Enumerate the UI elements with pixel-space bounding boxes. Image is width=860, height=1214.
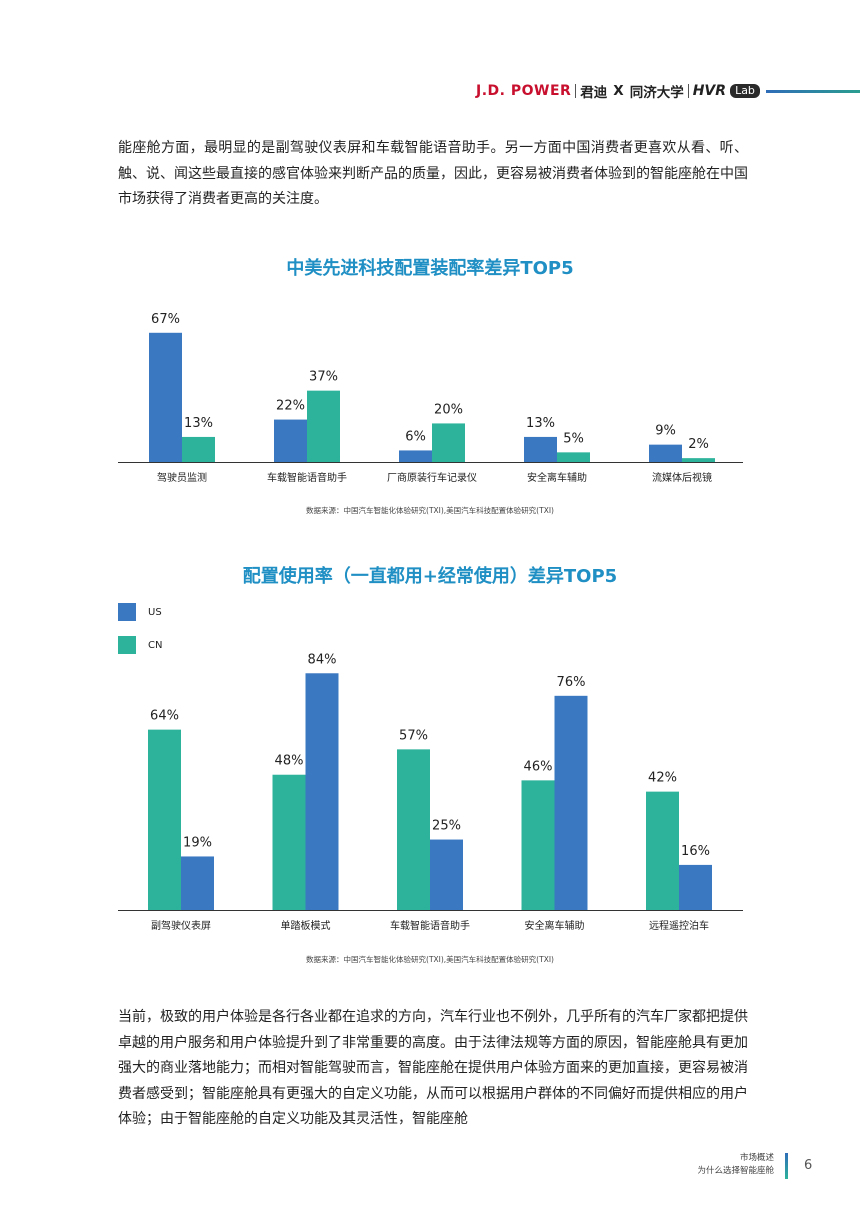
data-label-cn-2: 57%	[399, 728, 428, 743]
bar-us-0	[149, 332, 182, 462]
data-label-cn-0: 64%	[150, 709, 179, 724]
bar-us-1	[274, 419, 307, 462]
category-label-0: 驾驶员监测	[157, 471, 207, 484]
brand-hvr: HVR	[692, 83, 727, 99]
brand-cn: 君迪	[580, 85, 608, 101]
bar-cn-1	[307, 390, 340, 462]
legend-label-us: US	[148, 606, 162, 618]
data-label-us-3: 76%	[557, 675, 586, 690]
data-label-cn-3: 5%	[563, 431, 584, 446]
jd-power-logo: J.D. POWER	[476, 83, 572, 99]
bar-cn-0	[182, 436, 215, 462]
chart2-legend: US CN	[118, 602, 162, 668]
header-accent-line	[766, 90, 860, 93]
data-label-cn-4: 2%	[688, 437, 709, 452]
data-label-cn-0: 13%	[184, 416, 213, 431]
footer-section-title: 市场概述	[739, 1153, 774, 1163]
category-label-1: 单踏板模式	[281, 919, 331, 932]
legend-item-cn: CN	[118, 635, 162, 655]
bar-cn-3	[521, 780, 555, 910]
bar-us-4	[679, 864, 712, 910]
data-label-cn-1: 48%	[275, 754, 304, 769]
brand-divider	[575, 84, 577, 98]
footer-section: 市场概述 为什么选择智能座舱	[697, 1152, 774, 1178]
legend-swatch-cn	[118, 636, 136, 654]
data-label-us-4: 16%	[681, 844, 710, 859]
brand-logo: J.D. POWER 君迪 X 同济大学 HVR Lab	[476, 80, 760, 102]
chart2-svg: 64% 19% 副驾驶仪表屏 48% 84% 单踏板模式 57% 25% 车载智能语音助手 46%…	[118, 652, 743, 932]
page-number: 6	[804, 1158, 813, 1173]
chart1-title: 中美先进科技配置装配率差异TOP5	[286, 258, 574, 279]
bar-cn-4	[682, 458, 715, 462]
bar-cn-4	[646, 791, 679, 910]
chart1-source: 数据来源：中国汽车智能化体验研究(TXI),美国汽车科技配置体验研究(TXI)	[306, 506, 554, 515]
bar-cn-0	[148, 729, 181, 910]
bar-cn-2	[432, 423, 465, 462]
category-label-2: 厂商原装行车记录仪	[387, 471, 477, 484]
category-label-1: 车载智能语音助手	[267, 471, 347, 484]
data-label-cn-4: 42%	[648, 771, 677, 786]
data-label-us-4: 9%	[655, 424, 676, 439]
data-label-us-1: 22%	[276, 399, 305, 414]
chart1-svg: 67% 13% 驾驶员监测 22% 37% 车载智能语音助手 6% 20% 厂商原装行车记录仪 1…	[118, 312, 743, 484]
data-label-us-1: 84%	[308, 652, 337, 667]
data-label-us-0: 19%	[183, 835, 212, 850]
page-header: J.D. POWER 君迪 X 同济大学 HVR Lab	[0, 80, 860, 102]
bar-us-3	[524, 436, 557, 462]
bar-us-2	[399, 450, 432, 462]
bar-cn-3	[557, 452, 590, 462]
data-label-cn-1: 37%	[309, 370, 338, 385]
bar-us-4	[649, 444, 682, 462]
data-label-us-0: 67%	[151, 312, 180, 327]
chart2-source: 数据来源：中国汽车智能化体验研究(TXI),美国汽车科技配置体验研究(TXI)	[306, 955, 554, 964]
legend-label-cn: CN	[148, 639, 163, 651]
data-label-cn-3: 46%	[524, 759, 553, 774]
bar-us-1	[305, 673, 339, 910]
brand-divider-2	[687, 84, 689, 98]
category-label-2: 车载智能语音助手	[390, 919, 470, 932]
footer-accent-bar	[785, 1153, 788, 1179]
body-paragraph: 当前，极致的用户体验是各行各业都在追求的方向，汽车行业也不例外，几乎所有的汽车厂…	[118, 1009, 748, 1127]
category-label-3: 安全离车辅助	[527, 471, 587, 484]
category-label-4: 远程遥控泊车	[649, 919, 709, 932]
footer-subsection-title: 为什么选择智能座舱	[697, 1166, 774, 1176]
chart2-title: 配置使用率（一直都用+经常使用）差异TOP5	[242, 566, 618, 587]
category-label-0: 副驾驶仪表屏	[151, 919, 211, 932]
brand-tongji: 同济大学	[629, 85, 684, 101]
legend-swatch-us	[118, 603, 136, 621]
category-label-4: 流媒体后视镜	[652, 471, 712, 484]
data-label-us-2: 6%	[405, 429, 426, 444]
legend-item-us: US	[118, 602, 162, 622]
bar-us-3	[554, 695, 588, 910]
bar-cn-2	[397, 749, 430, 910]
bar-cn-1	[272, 774, 306, 910]
data-label-cn-2: 20%	[434, 402, 463, 417]
category-label-3: 安全离车辅助	[525, 919, 585, 932]
brand-x: X	[613, 83, 624, 99]
data-label-us-3: 13%	[526, 416, 555, 431]
bar-us-0	[181, 856, 214, 910]
intro-paragraph: 能座舱方面，最明显的是副驾驶仪表屏和车载智能语音助手。另一方面中国消费者更喜欢从…	[118, 140, 748, 207]
brand-lab-badge: Lab	[730, 84, 760, 98]
data-label-us-2: 25%	[432, 819, 461, 834]
bar-us-2	[430, 839, 463, 910]
